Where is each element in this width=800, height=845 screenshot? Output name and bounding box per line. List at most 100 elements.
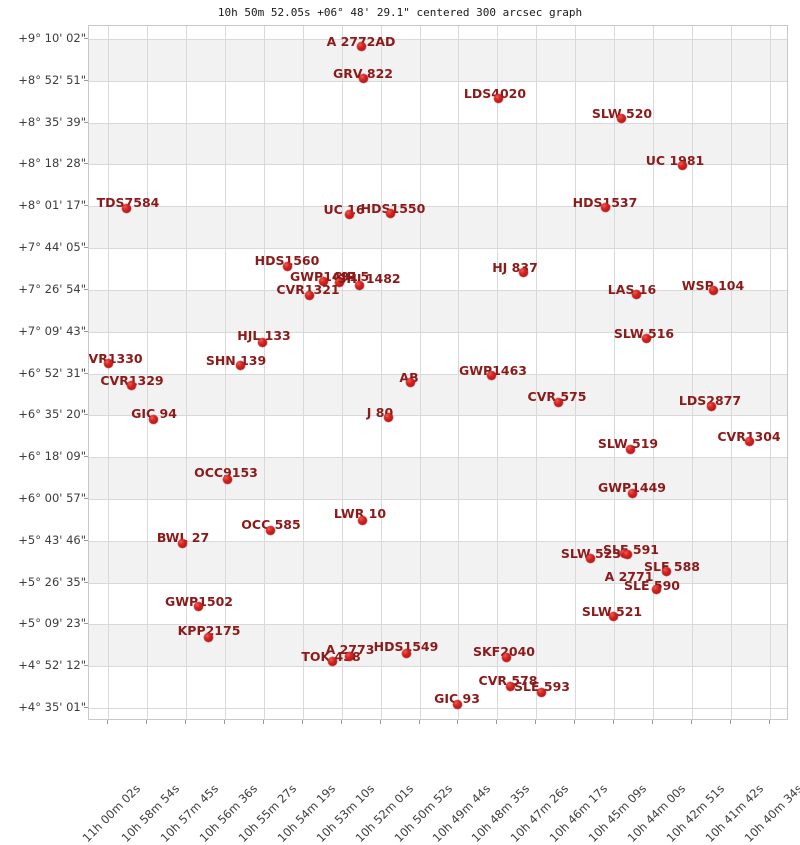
grid-line-horizontal	[89, 415, 787, 417]
star-marker[interactable]	[126, 380, 136, 390]
star-marker[interactable]	[608, 611, 618, 621]
star-marker[interactable]	[622, 549, 632, 559]
star-marker[interactable]	[344, 651, 354, 661]
x-axis-tick-mark	[496, 720, 498, 724]
grid-line-vertical	[497, 26, 499, 719]
star-marker[interactable]	[706, 401, 716, 411]
grid-line-horizontal	[89, 457, 787, 459]
star-marker[interactable]	[518, 267, 528, 277]
star-marker[interactable]	[585, 553, 595, 563]
x-axis-tick-mark	[146, 720, 148, 724]
star-marker[interactable]	[103, 358, 113, 368]
x-axis-tick-mark	[185, 720, 187, 724]
star-marker[interactable]	[257, 337, 267, 347]
y-axis-tick-mark	[84, 205, 88, 207]
star-marker[interactable]	[708, 285, 718, 295]
star-label: HDS1560	[254, 253, 320, 268]
y-axis-tick-label: +9° 10' 02"	[18, 31, 86, 45]
star-marker[interactable]	[651, 584, 661, 594]
y-axis-tick-label: +5° 09' 23"	[18, 616, 86, 631]
star-label: BWL 27	[156, 530, 210, 545]
star-marker[interactable]	[354, 280, 364, 290]
star-marker[interactable]	[344, 209, 354, 219]
y-axis-tick-mark	[84, 288, 88, 290]
star-marker[interactable]	[222, 474, 232, 484]
star-label: SLW 519	[597, 436, 659, 451]
star-marker[interactable]	[177, 538, 187, 548]
star-marker[interactable]	[401, 648, 411, 658]
star-label: SLE 590	[624, 578, 680, 593]
star-marker[interactable]	[501, 652, 511, 662]
grid-line-horizontal	[89, 164, 787, 166]
star-marker[interactable]	[625, 444, 635, 454]
star-marker[interactable]	[383, 412, 393, 422]
star-marker[interactable]	[304, 290, 314, 300]
star-marker[interactable]	[385, 208, 395, 218]
star-marker[interactable]	[356, 41, 366, 51]
chart-title: 10h 50m 52.05s +06° 48' 29.1" centered 3…	[217, 6, 583, 19]
y-axis-tick-mark	[84, 121, 88, 123]
star-marker[interactable]	[493, 93, 503, 103]
y-axis-tick-label: +7° 09' 43"	[18, 323, 86, 338]
star-label: CVR1330	[88, 351, 143, 366]
star-label: LAS 16	[607, 282, 657, 297]
star-marker[interactable]	[235, 360, 245, 370]
star-label: SLE 593	[514, 679, 570, 694]
star-label: CVR 575	[527, 389, 587, 404]
star-marker[interactable]	[203, 632, 213, 642]
star-marker[interactable]	[677, 160, 687, 170]
star-marker[interactable]	[553, 397, 563, 407]
x-axis-tick-mark	[690, 720, 692, 724]
star-marker[interactable]	[600, 202, 610, 212]
star-label: UC 16	[323, 202, 365, 217]
y-axis-tick-label: +6° 35' 20"	[18, 407, 86, 422]
star-label: KPP2175	[177, 623, 241, 638]
band-stripe	[89, 624, 787, 667]
x-axis-tick-mark	[301, 720, 303, 724]
grid-line-horizontal	[89, 206, 787, 208]
y-axis-tick-mark	[84, 163, 88, 165]
grid-line-vertical	[380, 26, 382, 719]
y-axis-tick-mark	[84, 38, 88, 39]
star-marker[interactable]	[121, 203, 131, 213]
star-marker[interactable]	[641, 333, 651, 343]
star-marker[interactable]	[486, 370, 496, 380]
band-stripe	[89, 289, 787, 332]
x-axis-tick-mark	[535, 720, 537, 724]
star-marker[interactable]	[327, 656, 337, 666]
star-marker[interactable]	[148, 414, 158, 424]
star-marker[interactable]	[358, 73, 368, 83]
star-marker[interactable]	[505, 681, 515, 691]
star-marker[interactable]	[193, 601, 203, 611]
star-marker[interactable]	[536, 687, 546, 697]
star-marker[interactable]	[627, 488, 637, 498]
star-marker[interactable]	[318, 276, 328, 286]
y-axis-tick-label: +6° 18' 09"	[18, 449, 86, 464]
star-marker[interactable]	[357, 515, 367, 525]
star-marker[interactable]	[405, 377, 415, 387]
y-axis-tick-label: +7° 26' 54"	[18, 281, 86, 296]
star-label: SKF2040	[472, 644, 536, 659]
x-axis-tick-mark	[574, 720, 576, 724]
star-marker[interactable]	[452, 699, 462, 709]
grid-line-vertical	[730, 26, 732, 719]
grid-line-horizontal	[89, 582, 787, 584]
y-axis-tick-mark	[84, 247, 88, 249]
star-label: LDS4020	[463, 86, 527, 101]
grid-line-horizontal	[89, 248, 787, 250]
star-marker[interactable]	[744, 436, 754, 446]
grid-line-horizontal	[89, 331, 787, 333]
y-axis-tick-mark	[84, 665, 88, 667]
star-marker[interactable]	[616, 113, 626, 123]
x-axis-tick-mark	[651, 720, 653, 724]
star-marker[interactable]	[265, 525, 275, 535]
star-label: A 2773	[325, 642, 375, 657]
star-marker[interactable]	[631, 289, 641, 299]
star-label: OCC 585	[241, 517, 301, 532]
x-axis-tick-mark	[418, 720, 420, 724]
star-marker[interactable]	[661, 566, 671, 576]
band-stripe	[89, 373, 787, 416]
star-marker[interactable]	[334, 277, 344, 287]
star-marker[interactable]	[282, 261, 292, 271]
x-axis-tick-mark	[263, 720, 264, 724]
